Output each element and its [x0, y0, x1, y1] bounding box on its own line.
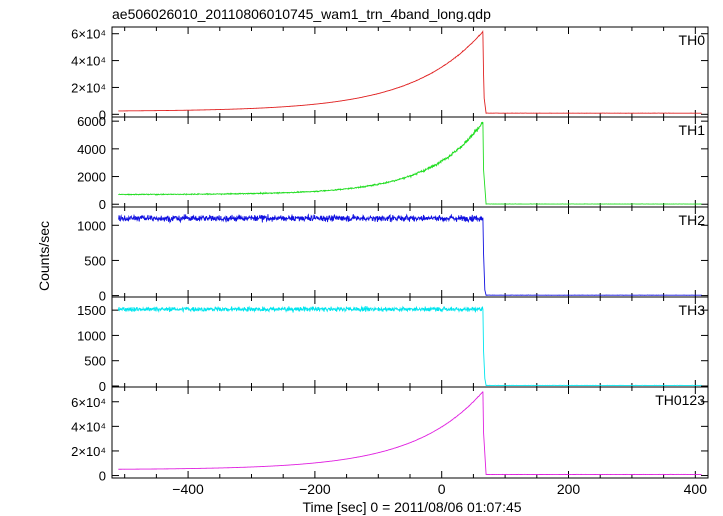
y-tick-label: 0	[99, 107, 106, 122]
panel-label: TH3	[679, 302, 706, 318]
panel-th3: 0 500 1000 1500 TH3	[77, 296, 709, 394]
series-line	[117, 213, 702, 296]
panel-th0: 0 2×10⁴ 4×10⁴ 6×10⁴ TH0	[71, 26, 709, 122]
y-tick-label: 2×10⁴	[71, 444, 106, 459]
panel-label: TH1	[679, 122, 706, 138]
y-tick-label: 1000	[77, 328, 106, 343]
y-tick-label: 0	[99, 289, 106, 304]
panel-label: TH2	[679, 212, 706, 228]
panel-th1: 0 2000 4000 6000 TH1	[77, 114, 709, 212]
y-tick-label: 2×10⁴	[71, 80, 106, 95]
y-tick-label: 6000	[77, 114, 106, 129]
panel-label: TH0	[679, 32, 706, 48]
y-tick-label: 0	[99, 197, 106, 212]
y-tick-label: 2000	[77, 170, 106, 185]
panel-frame	[111, 26, 709, 118]
series-line	[117, 305, 702, 386]
panel-label: TH0123	[655, 392, 705, 408]
chart-title: ae506026010_20110806010745_wam1_trn_4ban…	[112, 6, 491, 22]
x-tick-label: −200	[299, 481, 331, 497]
panel-frame	[111, 386, 709, 479]
x-tick-label: 200	[557, 481, 581, 497]
y-tick-label: 500	[84, 354, 106, 369]
x-tick-label: 400	[684, 481, 708, 497]
y-tick-label: 0	[99, 469, 106, 484]
series-line	[118, 391, 702, 476]
x-tick-label: −400	[172, 481, 204, 497]
y-tick-label: 1000	[77, 218, 106, 233]
y-tick-label: 6×10⁴	[71, 395, 106, 410]
y-tick-label: 4000	[77, 142, 106, 157]
y-axis-label: Counts/sec	[36, 221, 52, 291]
y-tick-label: 1500	[77, 303, 106, 318]
panel-th2: 0 500 1000 TH2	[77, 206, 709, 304]
x-tick-label: 0	[438, 481, 446, 497]
y-tick-label: 4×10⁴	[71, 419, 106, 434]
y-tick-label: 4×10⁴	[71, 54, 106, 69]
series-line	[118, 121, 702, 205]
y-tick-label: 6×10⁴	[71, 27, 106, 42]
x-axis-label: Time [sec] 0 = 2011/08/06 01:07:45	[302, 499, 521, 515]
series-line	[118, 30, 702, 114]
y-tick-label: 500	[84, 253, 106, 268]
panel-th0123: 0 2×10⁴ 4×10⁴ 6×10⁴ TH0123	[71, 386, 709, 484]
panel-frame	[111, 116, 709, 208]
y-tick-label: 0	[99, 379, 106, 394]
